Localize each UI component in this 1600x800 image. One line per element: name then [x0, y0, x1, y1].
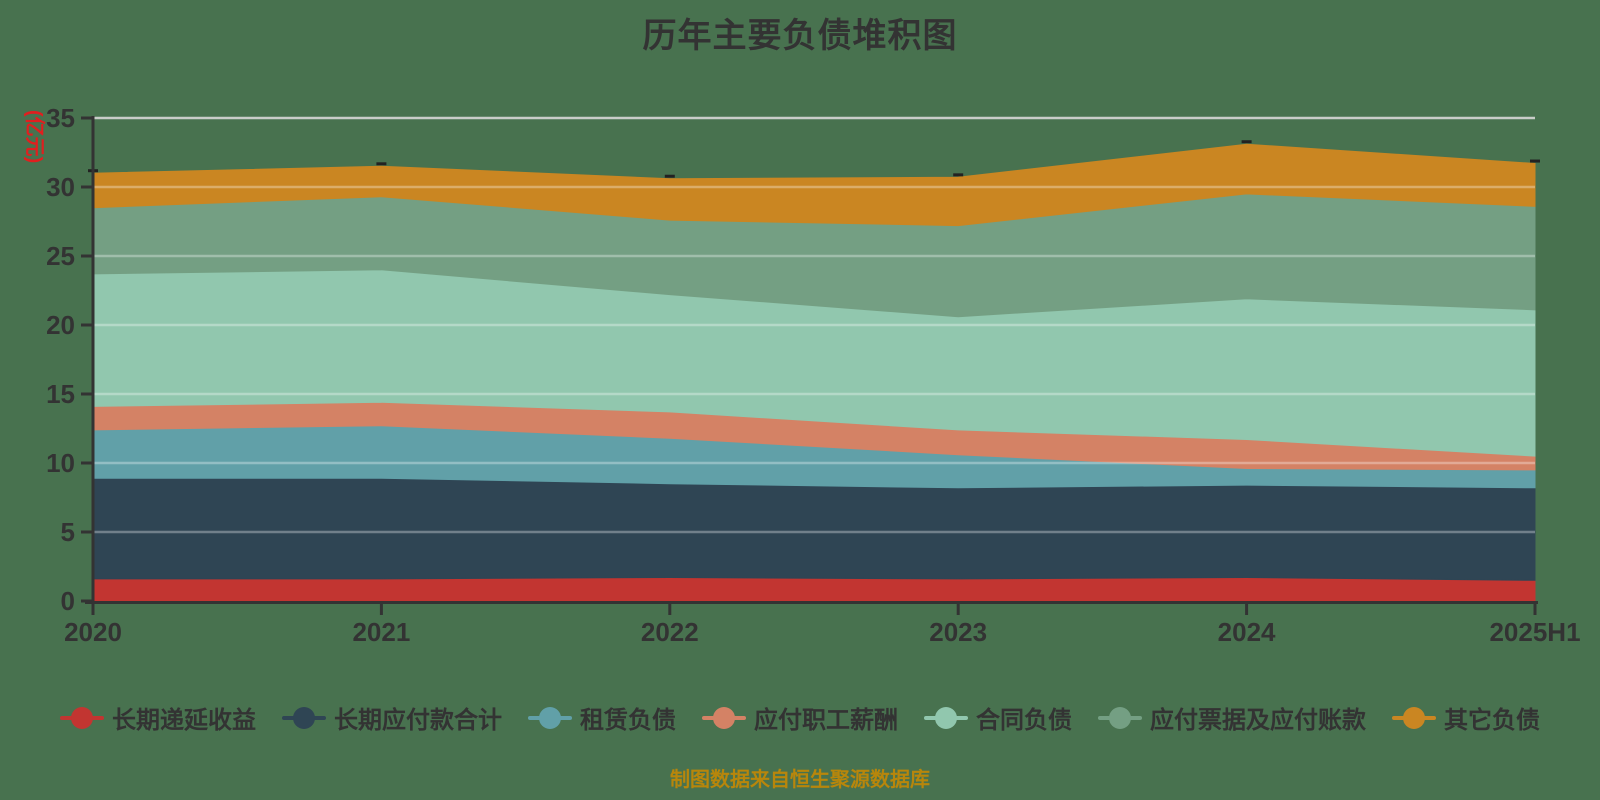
- legend-item-4[interactable]: 合同负债: [924, 700, 1072, 735]
- chart-title: 历年主要负债堆积图: [642, 17, 958, 55]
- legend-item-label: 租赁负债: [580, 707, 676, 734]
- x-axis-tick-label: 2025H1: [1489, 617, 1580, 647]
- legend: 长期递延收益 长期应付款合计 租赁负债 应付职工薪酬 合同负债 应付票据及应付账款 其它负债: [0, 700, 1600, 735]
- area-series-6[interactable]: [92, 143, 1536, 227]
- x-axis-tick-label: 2022: [641, 617, 699, 647]
- legend-item-label: 长期应付款合计: [334, 707, 502, 734]
- data-point-marker: [664, 174, 675, 178]
- legend-item-5[interactable]: 应付票据及应付账款: [1098, 700, 1366, 735]
- legend-item-0[interactable]: 长期递延收益: [60, 700, 256, 735]
- data-point-marker: [1530, 159, 1540, 163]
- y-axis-tick-label: 10: [46, 448, 75, 478]
- data-point-marker: [1241, 140, 1252, 144]
- area-series-1[interactable]: [92, 477, 1536, 581]
- legend-line-circle-icon: [1392, 706, 1436, 730]
- legend-item-1[interactable]: 长期应付款合计: [282, 700, 502, 735]
- legend-line-circle-icon: [702, 706, 746, 730]
- stacked-area-chart[interactable]: 0 5 10 15 20 25 30 35 2020 2021 2022 2023 2024 2025H1: [0, 0, 1600, 660]
- data-point-marker: [953, 173, 964, 177]
- legend-line-circle-icon: [60, 706, 104, 730]
- legend-line-circle-icon: [1098, 706, 1142, 730]
- y-axis-tick-label: 30: [46, 172, 75, 202]
- y-axis-tick-label: 0: [61, 586, 75, 616]
- x-axis-tick-label: 2024: [1218, 617, 1276, 647]
- legend-line-circle-icon: [282, 706, 326, 730]
- x-axis-tick-label: 2023: [929, 617, 987, 647]
- legend-item-3[interactable]: 应付职工薪酬: [702, 700, 898, 735]
- y-axis-tick-label: 5: [61, 517, 75, 547]
- legend-item-6[interactable]: 其它负债: [1392, 700, 1540, 735]
- y-axis-tick-label: 25: [46, 241, 75, 271]
- legend-line-circle-icon: [528, 706, 572, 730]
- legend-item-label: 其它负债: [1444, 707, 1540, 734]
- legend-item-label: 应付票据及应付账款: [1150, 707, 1366, 734]
- legend-item-label: 合同负债: [976, 707, 1072, 734]
- x-axis-tick-label: 2020: [64, 617, 122, 647]
- data-source-note: 制图数据来自恒生聚源数据库: [670, 769, 930, 791]
- area-series-0[interactable]: [92, 576, 1536, 602]
- legend-line-circle-icon: [924, 706, 968, 730]
- legend-item-label: 应付职工薪酬: [754, 707, 898, 734]
- y-axis-tick-label: 20: [46, 310, 75, 340]
- y-axis-tick-label: 15: [46, 379, 75, 409]
- x-axis-tick-label: 2021: [352, 617, 410, 647]
- y-axis-tick-label: 35: [46, 103, 75, 133]
- legend-item-label: 长期递延收益: [112, 707, 256, 734]
- data-point-marker: [376, 162, 387, 166]
- legend-item-2[interactable]: 租赁负债: [528, 700, 676, 735]
